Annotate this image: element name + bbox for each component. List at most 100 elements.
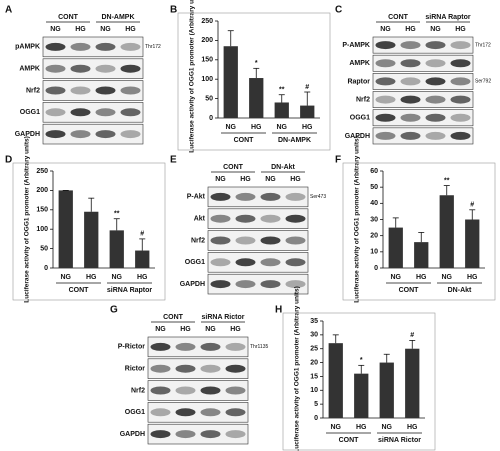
band [400, 113, 421, 122]
bar [328, 343, 343, 418]
bar [405, 348, 420, 418]
row-label: GAPDH [120, 431, 145, 438]
x-tick-label: HG [302, 124, 313, 131]
band [260, 214, 281, 223]
band [285, 192, 306, 201]
y-tick-label: 30 [310, 332, 318, 339]
x-tick-label: NG [226, 124, 237, 131]
lane-label: NG [100, 26, 111, 33]
band [95, 42, 116, 51]
group-label: CONT [399, 287, 420, 294]
y-tick-label: 200 [201, 37, 213, 44]
group-label: siRNA Rictor [202, 314, 245, 321]
band [425, 95, 446, 104]
y-tick-label: 30 [370, 216, 378, 223]
group-label: CONT [388, 14, 409, 21]
blot-frame [147, 402, 249, 423]
lane-label: NG [430, 26, 441, 33]
band [425, 131, 446, 140]
site-label: Thr1135 [250, 344, 268, 350]
significance-mark: ** [279, 87, 285, 94]
row-label: OGG1 [350, 115, 370, 122]
row-label: Raptor [347, 78, 370, 85]
panel-letter: D [5, 155, 12, 166]
blot-frame [207, 252, 309, 273]
band [150, 342, 171, 351]
row-label: GAPDH [180, 281, 205, 288]
group-label: siRNA Rictor [378, 437, 421, 444]
band [285, 258, 306, 267]
group-label: CONT [223, 164, 244, 171]
y-tick-label: 50 [40, 245, 48, 252]
row-label: Nrf2 [356, 96, 370, 103]
blot-frame [372, 73, 474, 90]
band [45, 86, 66, 95]
band [235, 258, 256, 267]
band [425, 59, 446, 68]
lane-label: NG [50, 26, 61, 33]
x-tick-label: HG [251, 124, 262, 131]
panel-letter: A [5, 5, 12, 16]
lane-label: NG [155, 326, 166, 333]
lane-label: NG [215, 176, 226, 183]
y-axis-label: Luciferase activity of OGG1 promoter (Ar… [354, 136, 361, 303]
y-tick-label: 0 [209, 115, 213, 122]
x-tick-label: HG [137, 274, 148, 281]
x-tick-label: NG [277, 124, 288, 131]
site-label: Ser792 [475, 79, 491, 85]
bar [354, 373, 369, 418]
y-tick-label: 250 [36, 168, 48, 175]
band [425, 77, 446, 86]
band [45, 64, 66, 73]
band [210, 280, 231, 289]
band [375, 77, 396, 86]
band [200, 386, 221, 395]
band [375, 95, 396, 104]
band [260, 192, 281, 201]
band [450, 77, 471, 86]
band [400, 95, 421, 104]
panel-letter: H [275, 305, 282, 316]
significance-mark: * [360, 357, 363, 364]
x-tick-label: HG [86, 274, 97, 281]
bar [379, 362, 394, 418]
y-tick-label: 60 [370, 168, 378, 175]
y-tick-label: 0 [374, 265, 378, 272]
panel-letter: G [110, 305, 118, 316]
blot-frame [372, 91, 474, 108]
band [200, 430, 221, 439]
band [210, 192, 231, 201]
x-tick-label: HG [356, 424, 367, 431]
group-label: CONT [163, 314, 184, 321]
bar [58, 190, 73, 268]
band [210, 214, 231, 223]
x-tick-label: HG [416, 274, 427, 281]
significance-mark: ** [114, 211, 120, 218]
group-label: siRNA Raptor [107, 287, 153, 294]
x-tick-label: NG [112, 274, 123, 281]
y-tick-label: 40 [370, 200, 378, 207]
group-label: CONT [69, 287, 90, 294]
site-label: Thr172 [145, 44, 161, 50]
band [70, 86, 91, 95]
band [375, 113, 396, 122]
row-label: Nrf2 [131, 387, 145, 394]
blot-frame [372, 54, 474, 72]
x-tick-label: NG [391, 274, 402, 281]
band [375, 131, 396, 140]
y-tick-label: 150 [36, 207, 48, 214]
band [235, 236, 256, 245]
blot-frame [147, 380, 249, 401]
band [175, 386, 196, 395]
bar [249, 78, 264, 118]
band [45, 108, 66, 117]
band [450, 41, 471, 50]
y-tick-label: 20 [370, 233, 378, 240]
band [45, 42, 66, 51]
band [150, 364, 171, 373]
band [400, 59, 421, 68]
band [120, 64, 141, 73]
band [95, 64, 116, 73]
row-label: OGG1 [185, 259, 205, 266]
